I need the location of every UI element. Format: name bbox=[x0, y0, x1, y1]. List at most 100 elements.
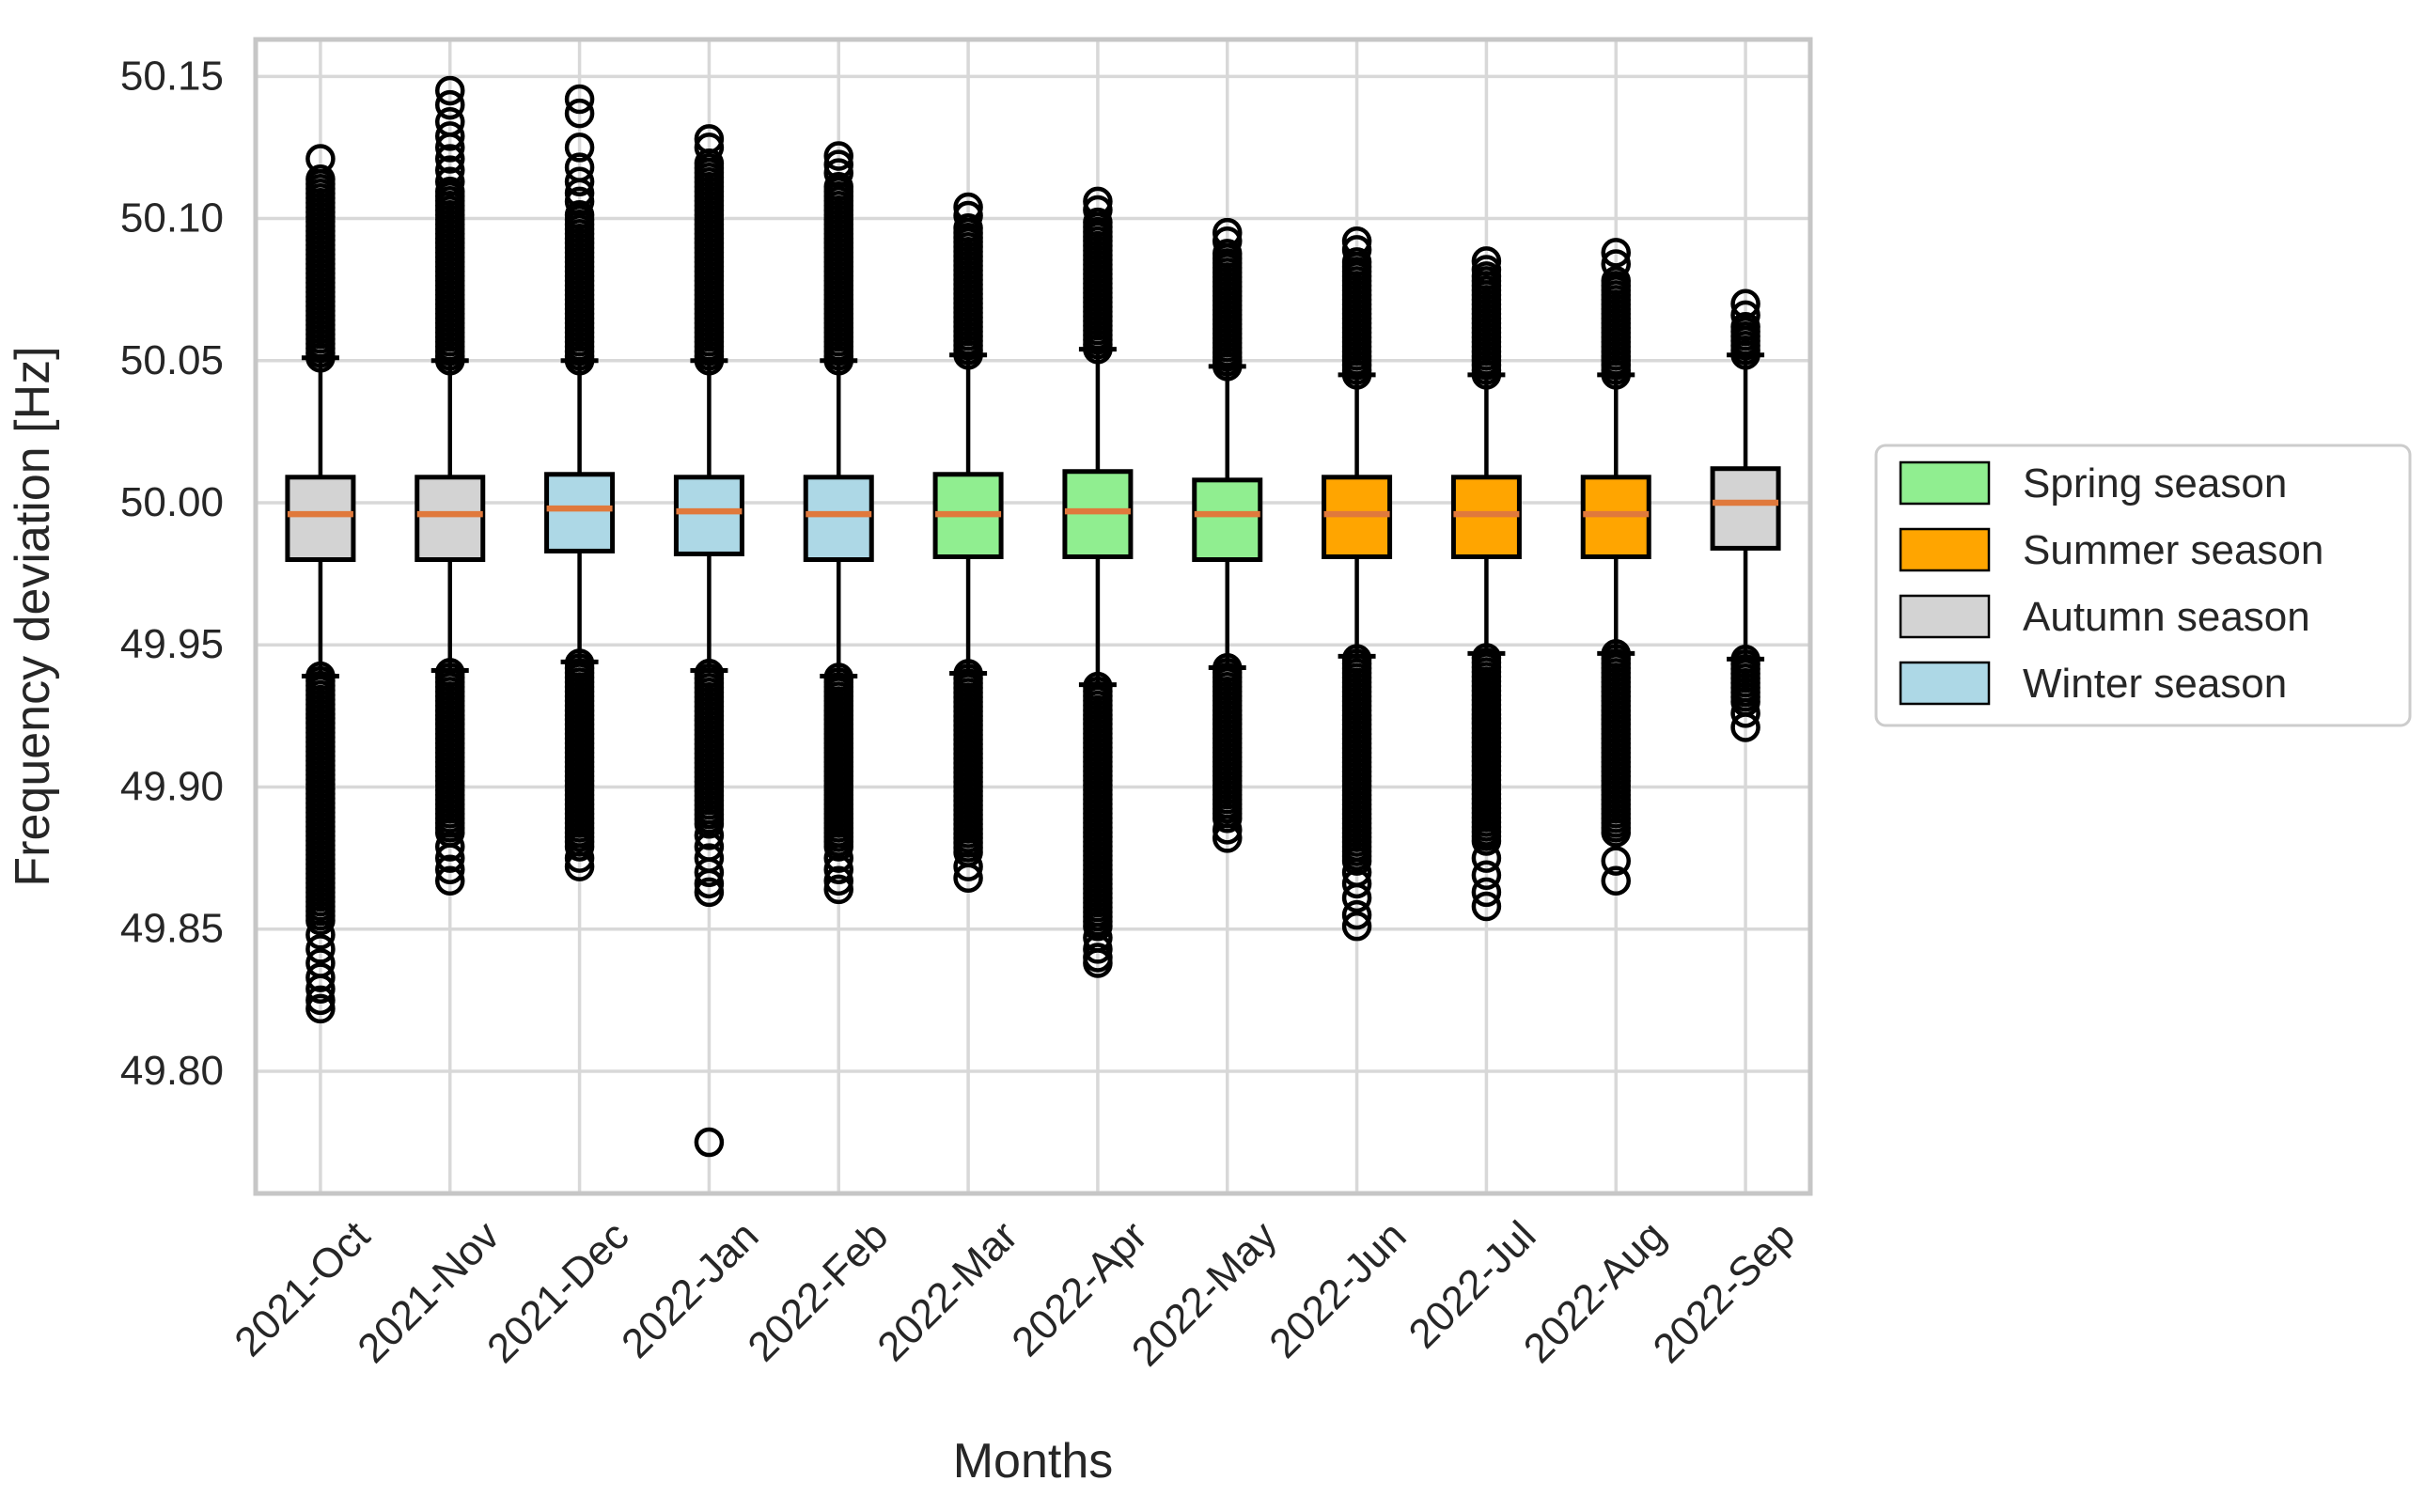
outlier-point bbox=[1083, 207, 1113, 238]
outlier-point bbox=[953, 851, 983, 881]
y-tick-label: 50.05 bbox=[120, 337, 224, 383]
outlier-point bbox=[694, 857, 725, 887]
outlier-point bbox=[1471, 860, 1502, 890]
outlier-point bbox=[823, 662, 853, 693]
outlier-point bbox=[1601, 846, 1631, 876]
outlier-point bbox=[1471, 877, 1502, 908]
outlier-point bbox=[305, 962, 336, 992]
outlier-point bbox=[564, 152, 595, 182]
outliers-2022-Jun bbox=[1341, 226, 1372, 942]
outliers-2022-Jul bbox=[1471, 246, 1502, 922]
box-2021-Oct bbox=[285, 475, 356, 563]
outlier-point bbox=[564, 851, 595, 881]
outlier-point bbox=[694, 877, 725, 908]
axes-frame bbox=[253, 37, 1813, 1196]
outliers-2021-Oct bbox=[305, 144, 336, 1024]
outlier-point bbox=[1341, 644, 1372, 674]
box-layer bbox=[285, 347, 1781, 688]
outlier-point bbox=[823, 149, 853, 179]
outlier-point bbox=[953, 212, 983, 243]
outlier-point bbox=[435, 89, 465, 120]
outlier-point bbox=[1083, 195, 1113, 226]
outlier-point bbox=[1212, 823, 1243, 853]
outlier-point bbox=[1341, 247, 1372, 277]
grid-layer bbox=[256, 39, 1810, 1193]
box-group-2022-Apr bbox=[1062, 347, 1134, 688]
outliers-2022-Feb bbox=[823, 141, 853, 905]
outlier-point bbox=[1730, 712, 1760, 742]
x-tick-label-2022-Jun: 2022-Jun bbox=[1260, 1212, 1415, 1366]
x-axis-label: Months bbox=[953, 1434, 1114, 1489]
outlier-point bbox=[564, 84, 595, 115]
box-group-2022-Mar bbox=[932, 352, 1004, 676]
x-tick-label-2022-Aug: 2022-Aug bbox=[1515, 1212, 1675, 1372]
box-2022-Feb bbox=[803, 475, 874, 563]
outlier-point bbox=[305, 920, 336, 950]
outlier-point bbox=[305, 934, 336, 964]
outlier-point bbox=[1212, 815, 1243, 845]
box-2022-Jan bbox=[673, 475, 744, 556]
outliers-2022-Jan bbox=[694, 124, 725, 1158]
y-tick-label: 49.85 bbox=[120, 906, 224, 952]
box-group-2022-Aug bbox=[1580, 372, 1651, 656]
outlier-point bbox=[564, 98, 595, 129]
outlier-point bbox=[694, 868, 725, 899]
outliers-2022-Sep bbox=[1730, 288, 1760, 742]
outlier-point bbox=[1730, 300, 1760, 331]
outlier-point bbox=[823, 854, 853, 884]
outlier-point bbox=[305, 993, 336, 1024]
y-tick-label: 49.80 bbox=[120, 1048, 224, 1094]
legend: Spring season Summer season Autumn season W… bbox=[1874, 444, 2412, 727]
box-group-2022-May bbox=[1192, 364, 1263, 670]
outlier-point bbox=[1212, 239, 1243, 269]
outlier-point bbox=[823, 874, 853, 905]
legend-box bbox=[1874, 444, 2412, 727]
outlier-point bbox=[1730, 644, 1760, 675]
outlier-point bbox=[953, 863, 983, 894]
box-2022-Sep bbox=[1710, 466, 1781, 551]
outlier-point bbox=[694, 124, 725, 154]
outlier-point bbox=[1341, 235, 1372, 265]
outlier-point bbox=[435, 75, 465, 106]
x-tick-labels: 2021-Oct2021-Nov2021-Dec2022-Jan2022-Feb… bbox=[226, 1212, 1804, 1375]
x-tick-label-2021-Dec: 2021-Dec bbox=[478, 1212, 638, 1372]
y-tick-labels: 49.80 49.85 49.90 49.95 50.00 50.05 50.10 50.15 bbox=[120, 53, 224, 1094]
outlier-layer bbox=[305, 75, 1760, 1158]
outlier-point bbox=[1083, 186, 1113, 217]
outlier-point bbox=[305, 985, 336, 1016]
box-2021-Dec bbox=[544, 472, 616, 553]
outlier-point bbox=[1471, 891, 1502, 922]
y-tick-label: 49.90 bbox=[120, 763, 224, 809]
outlier-point bbox=[435, 166, 465, 196]
legend-item-summer: Summer season bbox=[1899, 527, 2323, 573]
legend-swatch bbox=[1899, 594, 1991, 639]
outlier-point bbox=[1083, 671, 1113, 702]
outlier-point bbox=[564, 132, 595, 163]
legend-item-spring: Spring season bbox=[1899, 460, 2287, 507]
box-group-2022-Feb bbox=[803, 358, 874, 679]
outlier-point bbox=[564, 186, 595, 217]
legend-swatch bbox=[1899, 460, 1991, 506]
outlier-point bbox=[564, 166, 595, 196]
y-tick-label: 49.95 bbox=[120, 621, 224, 667]
outlier-point bbox=[1212, 226, 1243, 257]
outlier-point bbox=[305, 974, 336, 1004]
outlier-point bbox=[1730, 698, 1760, 728]
x-tick-label-2022-Feb: 2022-Feb bbox=[739, 1212, 897, 1370]
outlier-point bbox=[1212, 217, 1243, 248]
outlier-point bbox=[1471, 255, 1502, 285]
outlier-point bbox=[1341, 226, 1372, 257]
outlier-point bbox=[1341, 882, 1372, 913]
outlier-point bbox=[435, 865, 465, 896]
outlier-point bbox=[1341, 868, 1372, 899]
y-tick-label: 50.15 bbox=[120, 53, 224, 99]
legend-label: Winter season bbox=[2023, 661, 2287, 707]
y-tick-label: 50.00 bbox=[120, 479, 224, 525]
legend-label: Summer season bbox=[2023, 527, 2323, 573]
outlier-point bbox=[435, 121, 465, 151]
outlier-point bbox=[694, 132, 725, 163]
outlier-point bbox=[435, 177, 465, 207]
legend-item-winter: Winter season bbox=[1899, 661, 2287, 707]
